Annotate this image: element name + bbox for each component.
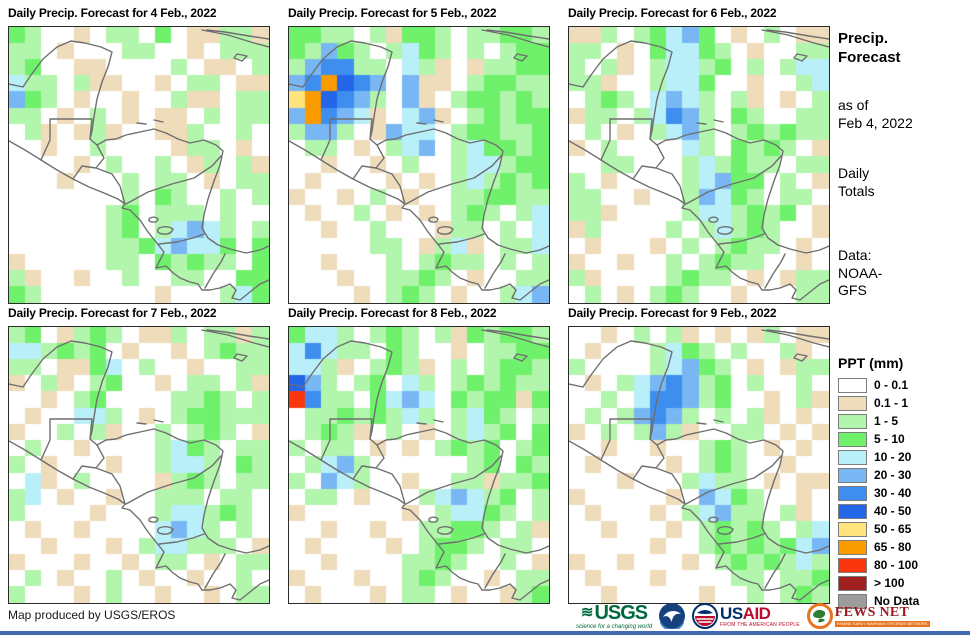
map-credit: Map produced by USGS/EROS — [8, 608, 176, 622]
legend-entry: 30 - 40 — [838, 484, 968, 502]
usgs-tagline: science for a changing world — [576, 623, 653, 630]
data-source-label: Data: NOAA- GFS — [838, 247, 883, 298]
usaid-emblem-icon — [692, 603, 719, 629]
panel-title: Daily Precip. Forecast for 5 Feb., 2022 — [288, 6, 497, 20]
precip-legend: PPT (mm) 0 - 0.1 0.1 - 1 1 - 5 5 - 10 10 - 2… — [838, 355, 968, 610]
panel-title: Daily Precip. Forecast for 6 Feb., 2022 — [568, 6, 777, 20]
legend-label: 40 - 50 — [874, 504, 912, 518]
daily-totals-label: Daily Totals — [838, 165, 875, 199]
legend-label: 30 - 40 — [874, 486, 912, 500]
legend-swatch — [838, 431, 867, 447]
legend-label: 65 - 80 — [874, 540, 912, 554]
panel-title: Daily Precip. Forecast for 7 Feb., 2022 — [8, 306, 217, 320]
bottom-edge-bar — [0, 631, 970, 635]
legend-entry: 40 - 50 — [838, 502, 968, 520]
legend-entry: 10 - 20 — [838, 448, 968, 466]
legend-label: 50 - 65 — [874, 522, 912, 536]
agency-logos: ≋ USGS science for a changing world USAI — [576, 600, 930, 632]
precip-raster — [289, 327, 549, 603]
legend-label: 10 - 20 — [874, 450, 912, 464]
precip-map-panel — [8, 26, 270, 304]
usaid-tagline: FROM THE AMERICAN PEOPLE — [720, 621, 800, 628]
precip-raster — [569, 27, 829, 303]
precip-map-panel — [568, 26, 830, 304]
as-of-date: as of Feb 4, 2022 — [838, 97, 913, 131]
legend-label: 1 - 5 — [874, 414, 899, 428]
fewsnet-logo: FEWS NET FAMINE EARLY WARNING SYSTEMS NE… — [806, 603, 930, 629]
legend-entry: 1 - 5 — [838, 412, 968, 430]
legend-swatch — [838, 395, 867, 411]
precip-raster — [9, 327, 269, 603]
legend-title: PPT (mm) — [838, 355, 904, 371]
legend-entry: 65 - 80 — [838, 538, 968, 556]
fewsnet-globe-icon — [806, 603, 833, 629]
precip-raster — [569, 327, 829, 603]
legend-entry: > 100 — [838, 574, 968, 592]
usaid-logo: USAID FROM THE AMERICAN PEOPLE — [692, 603, 800, 629]
legend-label: > 100 — [874, 576, 905, 590]
fewsnet-wordmark: FEWS NET — [834, 604, 910, 620]
legend-swatch — [838, 485, 867, 501]
legend-entry: No Data — [838, 592, 968, 610]
legend-swatch — [838, 449, 867, 465]
precip-raster — [289, 27, 549, 303]
precip-map-panel — [288, 326, 550, 604]
legend-swatch — [838, 377, 867, 393]
legend-label: 5 - 10 — [874, 432, 905, 446]
fewsnet-tagline: FAMINE EARLY WARNING SYSTEMS NETWORK — [834, 620, 930, 627]
legend-swatch — [838, 593, 867, 609]
panel-title: Daily Precip. Forecast for 4 Feb., 2022 — [8, 6, 217, 20]
noaa-logo — [659, 603, 686, 629]
legend-entry: 0.1 - 1 — [838, 394, 968, 412]
legend-label: 0.1 - 1 — [874, 396, 909, 410]
usgs-logo: ≋ USGS science for a changing world — [576, 603, 652, 630]
precip-map-panel — [8, 326, 270, 604]
legend-label: 0 - 0.1 — [874, 378, 909, 392]
legend-swatch — [838, 539, 867, 555]
legend-entry: 50 - 65 — [838, 520, 968, 538]
legend-swatch — [838, 557, 867, 573]
usgs-wordmark: USGS — [594, 601, 648, 624]
panel-title: Daily Precip. Forecast for 9 Feb., 2022 — [568, 306, 777, 320]
precip-map-panel — [568, 326, 830, 604]
legend-swatch — [838, 413, 867, 429]
legend-entry: 20 - 30 — [838, 466, 968, 484]
legend-swatch — [838, 503, 867, 519]
legend-entry: 5 - 10 — [838, 430, 968, 448]
legend-label: 80 - 100 — [874, 558, 919, 572]
legend-label: 20 - 30 — [874, 468, 912, 482]
legend-entry: 0 - 0.1 — [838, 376, 968, 394]
usaid-wordmark-aid: AID — [742, 603, 771, 623]
usgs-wave-icon: ≋ — [580, 604, 594, 621]
legend-swatch — [838, 575, 867, 591]
panel-title: Daily Precip. Forecast for 8 Feb., 2022 — [288, 306, 497, 320]
noaa-emblem-icon — [659, 603, 686, 629]
sheet-title: Precip. Forecast — [838, 30, 901, 66]
legend-swatch — [838, 521, 867, 537]
legend-label: No Data — [874, 594, 920, 608]
legend-swatch — [838, 467, 867, 483]
precip-raster — [9, 27, 269, 303]
precip-map-panel — [288, 26, 550, 304]
usaid-wordmark-us: US — [720, 603, 743, 623]
legend-rows: 0 - 0.1 0.1 - 1 1 - 5 5 - 10 10 - 20 20 - 30 3… — [838, 376, 968, 610]
legend-entry: 80 - 100 — [838, 556, 968, 574]
